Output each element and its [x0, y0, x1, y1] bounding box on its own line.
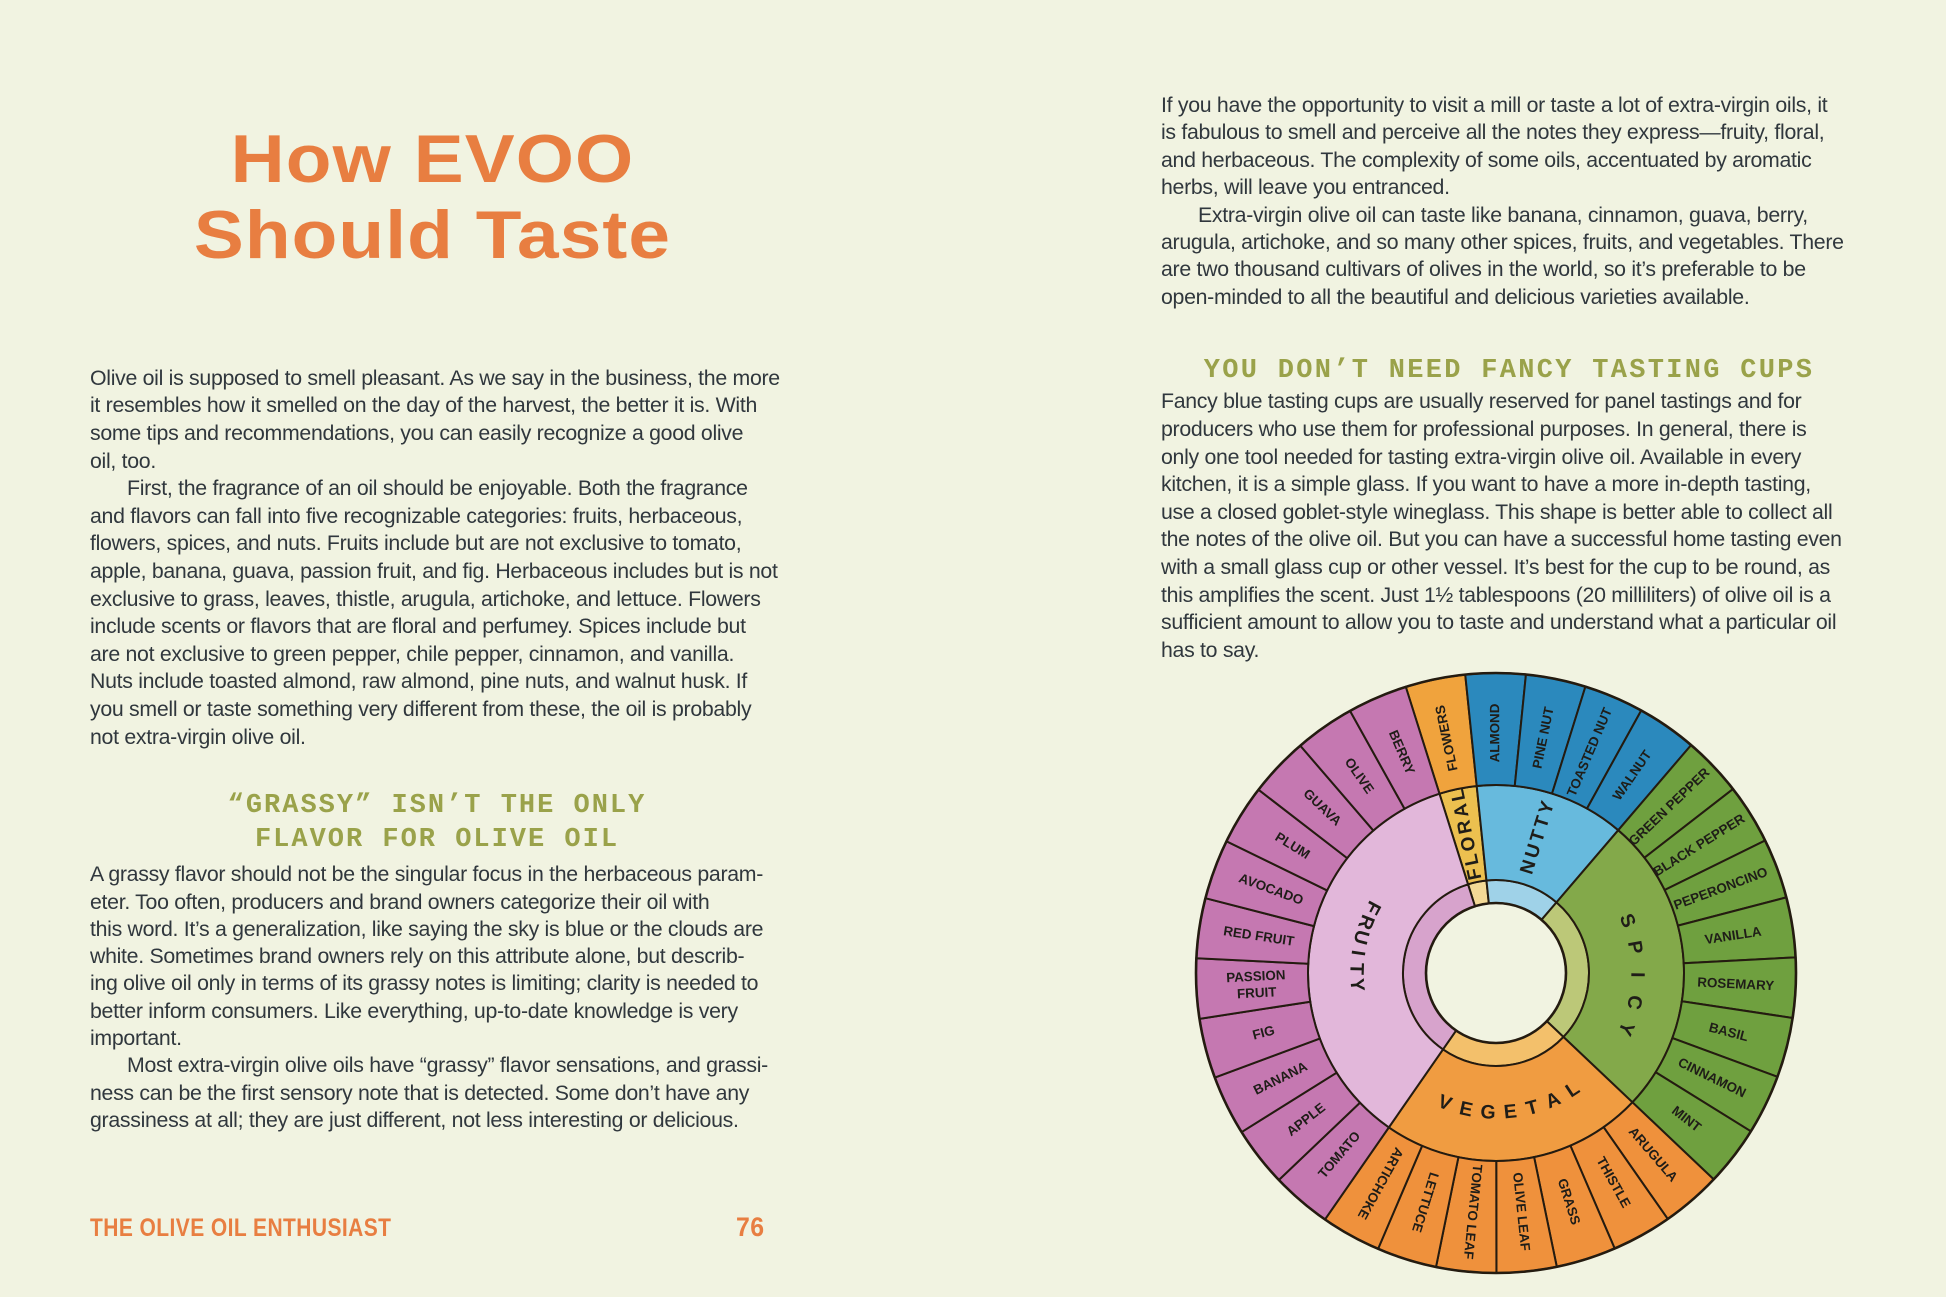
- svg-text:PASSION: PASSION: [1226, 967, 1286, 985]
- svg-text:E: E: [1457, 1097, 1474, 1121]
- svg-text:ROSEMARY: ROSEMARY: [1697, 974, 1775, 993]
- svg-text:Y: Y: [1345, 977, 1368, 992]
- svg-text:I: I: [1347, 949, 1370, 958]
- svg-text:I: I: [1626, 972, 1648, 978]
- svg-text:C: C: [1622, 993, 1646, 1011]
- svg-text:U: U: [1349, 928, 1374, 947]
- svg-text:E: E: [1503, 1100, 1518, 1123]
- svg-text:T: T: [1345, 963, 1367, 976]
- svg-text:T: T: [1524, 1096, 1541, 1120]
- svg-text:FRUIT: FRUIT: [1237, 984, 1278, 1001]
- svg-text:P: P: [1623, 939, 1647, 956]
- svg-text:ALMOND: ALMOND: [1487, 703, 1502, 762]
- svg-text:FIG: FIG: [1251, 1022, 1276, 1042]
- svg-text:G: G: [1480, 1101, 1496, 1124]
